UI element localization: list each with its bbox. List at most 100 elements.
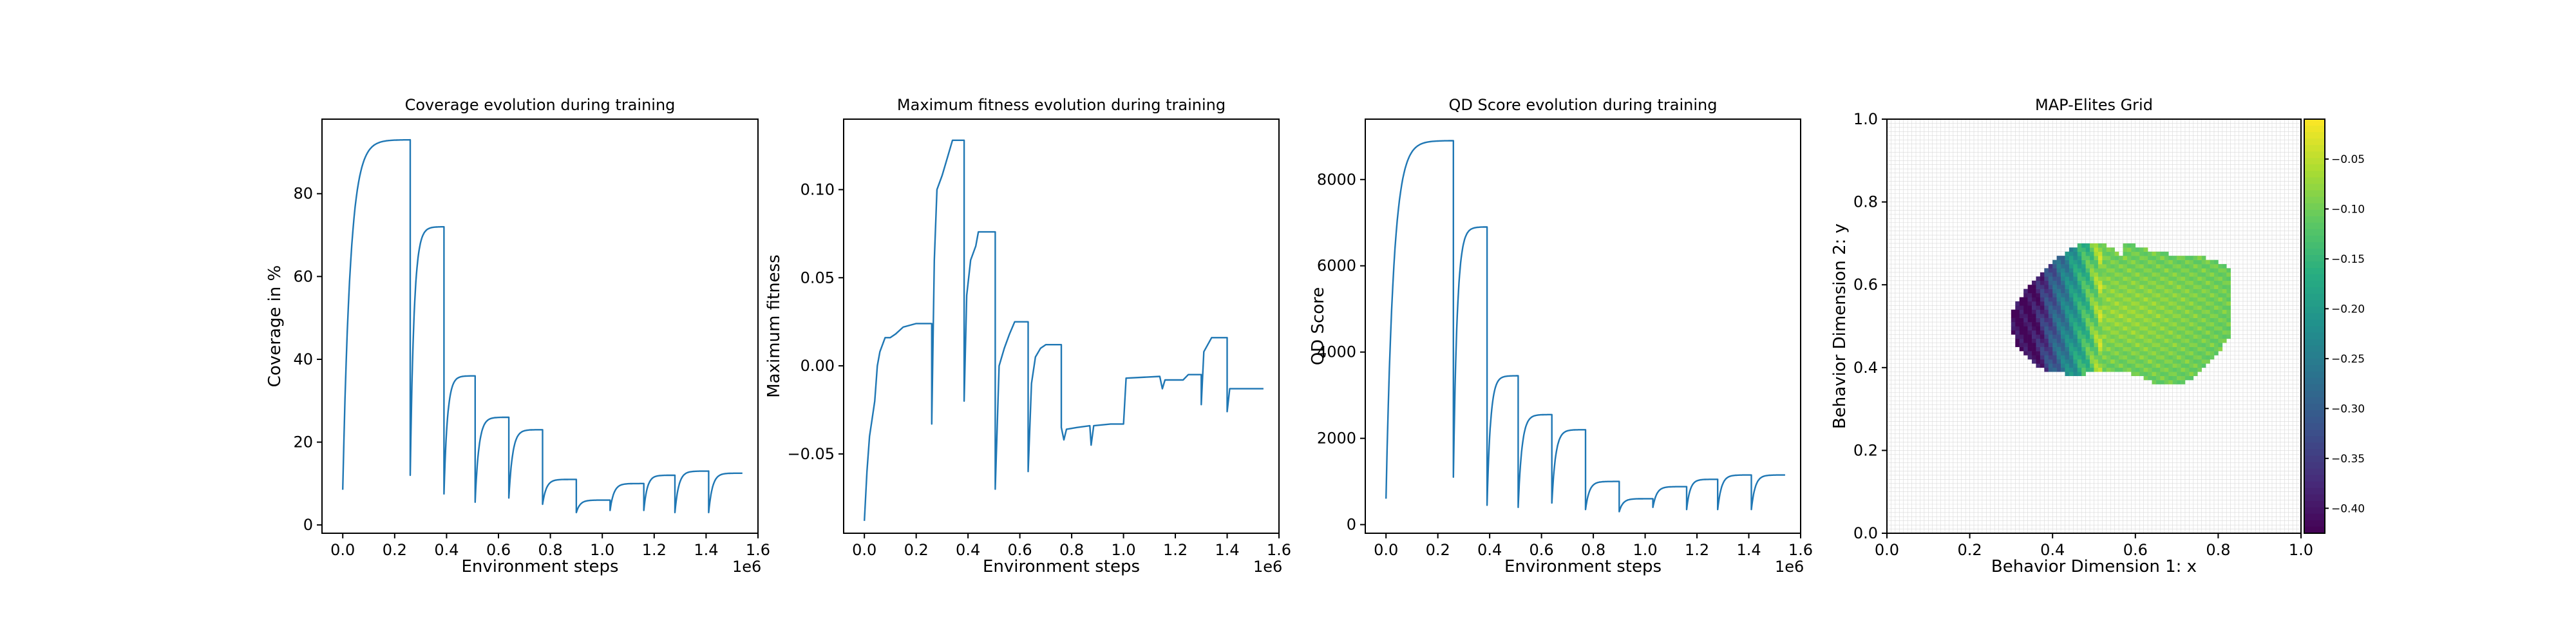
- grid-cell: [2201, 322, 2206, 327]
- grid-cell: [2148, 363, 2152, 368]
- grid-cell: [2139, 367, 2144, 372]
- grid-cell: [2164, 309, 2169, 314]
- grid-cell: [2184, 343, 2190, 347]
- grid-cell: [2102, 367, 2107, 372]
- grid-cell: [2148, 334, 2152, 339]
- grid-cell: [2106, 289, 2111, 294]
- grid-cell: [2027, 317, 2032, 323]
- grid-cell: [2181, 276, 2186, 281]
- grid-cell: [2126, 247, 2132, 252]
- grid-cell: [2073, 276, 2078, 281]
- grid-cell: [2044, 276, 2049, 281]
- grid-cell: [2102, 293, 2107, 298]
- grid-cell: [2081, 309, 2086, 314]
- grid-cell: [2069, 256, 2074, 260]
- grid-cell: [2172, 256, 2177, 260]
- grid-cell: [2098, 243, 2103, 248]
- grid-cell: [2098, 285, 2103, 289]
- grid-cell: [2077, 289, 2082, 294]
- grid-cell: [2110, 289, 2115, 294]
- grid-cell: [2027, 285, 2032, 289]
- grid-cell: [2023, 338, 2028, 343]
- grid-cell: [2201, 293, 2206, 298]
- grid-cell: [2044, 343, 2049, 347]
- grid-cell: [2226, 293, 2231, 298]
- grid-cell: [2061, 351, 2065, 355]
- map-elites-grid: 0.0 0.2 0.4 0.6 0.8 1.00.00.20.40.60.81.0MAP-…: [1830, 96, 2365, 576]
- grid-cell: [2177, 276, 2181, 281]
- grid-cell: [2110, 268, 2115, 273]
- grid-cell: [2040, 301, 2045, 306]
- y-tick-label: 0.6: [1853, 276, 1878, 294]
- grid-cell: [2222, 322, 2227, 327]
- grid-cell: [2073, 264, 2078, 269]
- grid-cell: [2152, 375, 2157, 381]
- grid-cell: [2048, 280, 2053, 285]
- grid-cell: [2036, 351, 2041, 355]
- grid-cell: [2027, 330, 2032, 335]
- grid-cell: [2077, 264, 2082, 269]
- grid-cell: [2023, 326, 2028, 331]
- grid-cell: [2184, 334, 2190, 339]
- grid-cell: [2193, 314, 2198, 318]
- grid-cell: [2206, 272, 2210, 277]
- grid-cell: [2085, 289, 2090, 294]
- grid-cell: [2181, 343, 2186, 347]
- grid-cell: [2139, 285, 2144, 289]
- grid-cell: [2102, 309, 2107, 314]
- grid-cell: [2036, 285, 2041, 289]
- grid-cell: [2098, 317, 2103, 323]
- grid-cell: [2094, 305, 2099, 310]
- grid-cell: [2069, 359, 2074, 364]
- grid-cell: [2094, 326, 2099, 331]
- grid-cell: [2098, 314, 2103, 318]
- grid-cell: [2177, 380, 2181, 384]
- grid-cell: [2126, 330, 2132, 335]
- grid-cell: [2114, 301, 2119, 306]
- grid-cell: [2123, 314, 2128, 318]
- grid-cell: [2073, 314, 2078, 318]
- grid-cell: [2143, 309, 2148, 314]
- grid-cell: [2098, 338, 2103, 343]
- grid-cell: [2090, 346, 2094, 352]
- grid-cell: [2098, 297, 2103, 302]
- grid-cell: [2052, 359, 2057, 364]
- grid-cell: [2143, 251, 2148, 256]
- grid-cell: [2077, 297, 2082, 302]
- grid-cell: [2210, 305, 2215, 310]
- grid-cell: [2168, 264, 2173, 269]
- colorbar-segment: [2304, 216, 2325, 223]
- grid-cell: [2069, 297, 2074, 302]
- grid-cell: [2126, 243, 2132, 248]
- grid-cell: [2139, 317, 2144, 323]
- grid-cell: [2177, 355, 2181, 360]
- grid-cell: [2019, 326, 2024, 331]
- grid-cell: [2102, 334, 2107, 339]
- grid-cell: [2056, 338, 2061, 343]
- colorbar-segment: [2304, 455, 2325, 462]
- grid-cell: [2069, 260, 2074, 265]
- grid-cell: [2090, 317, 2094, 323]
- grid-cell: [2073, 272, 2078, 277]
- grid-cell: [2160, 276, 2165, 281]
- grid-cell: [2106, 280, 2111, 285]
- grid-cell: [2160, 372, 2165, 376]
- grid-cell: [2160, 330, 2165, 335]
- grid-cell: [2210, 276, 2215, 281]
- grid-cell: [2073, 343, 2078, 347]
- grid-cell: [2098, 276, 2103, 281]
- grid-cell: [2168, 375, 2173, 381]
- grid-cell: [2077, 251, 2082, 256]
- grid-cell: [2189, 351, 2194, 355]
- grid-cell: [2197, 363, 2202, 368]
- grid-cell: [2065, 309, 2070, 314]
- grid-cell: [2177, 326, 2181, 331]
- grid-cell: [2181, 297, 2186, 302]
- grid-cell: [2119, 355, 2123, 360]
- grid-cell: [2135, 256, 2140, 260]
- grid-cell: [2197, 355, 2202, 360]
- grid-cell: [2085, 338, 2090, 343]
- grid-cell: [2085, 243, 2090, 248]
- grid-cell: [2027, 326, 2032, 331]
- grid-cell: [2114, 293, 2119, 298]
